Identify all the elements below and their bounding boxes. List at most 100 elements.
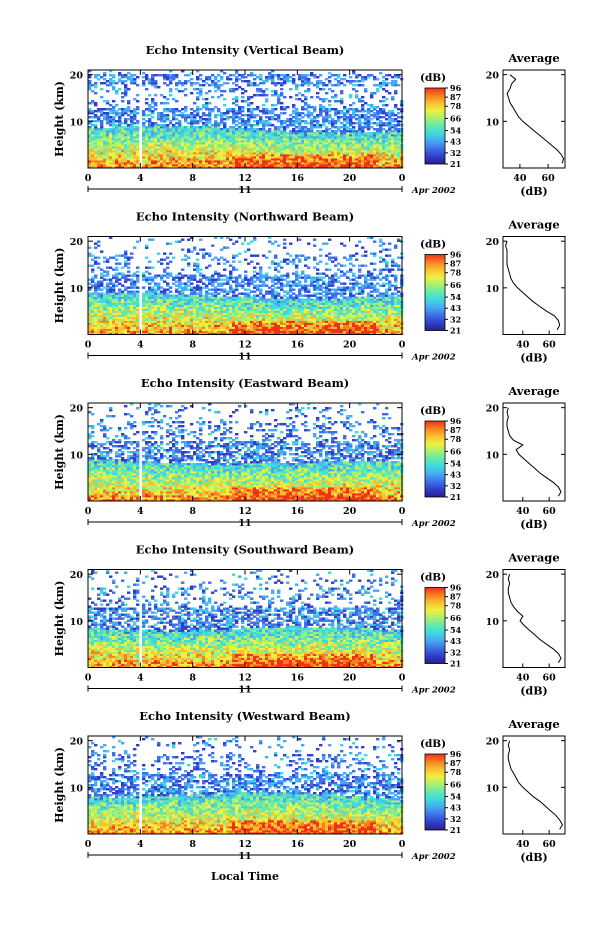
day-label: 11 [238,185,251,196]
colorbar-tick-label: 78 [450,101,462,111]
beam-panel: Echo Intensity (Northward Beam) 0 4 8 12 16 20… [53,210,566,365]
heatmap-field [88,736,404,835]
y-tick-label: 20 [70,237,84,248]
avg-profile-line [505,241,561,331]
panel-title: Echo Intensity (Vertical Beam) [146,43,345,57]
colorbar-tick-label: 43 [450,303,462,313]
avg-x-tick-label: 60 [543,340,557,351]
panel-title: Echo Intensity (Northward Beam) [136,210,354,224]
avg-frame [502,735,566,835]
beam-panel: Echo Intensity (Eastward Beam) 0 4 8 12 16 20 0… [53,376,566,531]
colorbar-tick-label: 87 [450,592,461,602]
day-label: 11 [238,518,251,529]
y-axis-label: Height (km) [53,747,66,823]
x-tick-label: 16 [291,839,305,850]
colorbar-unit: (dB) [420,72,446,84]
colorbar-tick-label: 66 [450,779,462,789]
colorbar-tick-label: 43 [450,636,462,646]
x-tick-label: 12 [238,506,251,517]
avg-frame [502,236,566,335]
x-tick-label: 8 [189,673,196,684]
colorbar-tick-label: 54 [450,292,462,302]
colorbar-tick-label: 21 [450,825,461,835]
avg-y-tick-label: 20 [486,404,500,415]
colorbar-unit: (dB) [420,572,446,584]
x-tick-label: 0 [399,673,406,684]
avg-y-tick-label: 20 [486,237,500,248]
colorbar-unit: (dB) [420,738,446,750]
day-label: 11 [238,851,251,862]
colorbar [424,87,446,165]
panel-title: Echo Intensity (Eastward Beam) [141,376,349,390]
x-tick-label: 4 [137,673,144,684]
x-tick-label: 16 [291,506,305,517]
colorbar-tick-label: 43 [450,470,462,480]
colorbar-tick-label: 54 [450,792,462,802]
avg-x-tick-label: 60 [543,673,557,684]
avg-x-tick-label: 40 [513,173,527,184]
colorbar-tick-label: 43 [450,803,462,813]
colorbar-tick-label: 66 [450,613,462,623]
avg-x-tick-label: 40 [516,839,530,850]
avg-y-tick-label: 10 [486,783,500,794]
heatmap-field [88,569,404,668]
x-tick-label: 0 [399,839,406,850]
avg-x-label: (dB) [520,685,547,698]
y-tick-label: 10 [70,284,84,295]
avg-x-tick-label: 40 [516,340,530,351]
x-axis-label: Local Time [211,870,279,883]
y-axis-label: Height (km) [53,414,66,490]
date-label: Apr 2002 [411,852,456,862]
heatmap-field [88,236,404,335]
avg-profile-line [506,407,562,497]
x-tick-label: 8 [189,340,196,351]
colorbar-tick-label: 78 [450,268,462,278]
avg-profile-line [506,74,565,164]
avg-x-tick-label: 40 [516,673,530,684]
colorbar-tick-label: 87 [450,758,461,768]
date-label: Apr 2002 [411,686,456,696]
y-tick-label: 10 [70,617,84,628]
avg-y-tick-label: 20 [486,71,500,82]
colorbar [424,420,446,498]
avg-x-tick-label: 60 [543,506,557,517]
x-tick-label: 0 [399,506,406,517]
y-tick-label: 10 [70,117,84,128]
avg-profile-line [507,740,563,830]
x-tick-label: 16 [291,173,305,184]
avg-x-label: (dB) [520,185,547,198]
colorbar-unit: (dB) [420,405,446,417]
colorbar-tick-label: 96 [450,749,462,759]
colorbar-tick-label: 32 [450,481,461,491]
colorbar-tick-label: 21 [450,159,461,169]
y-axis-label: Height (km) [53,581,66,657]
day-label: 11 [238,352,251,363]
colorbar-tick-label: 87 [450,259,461,269]
avg-x-tick-label: 40 [516,506,530,517]
x-tick-label: 20 [343,673,357,684]
date-label: Apr 2002 [411,519,456,529]
colorbar [424,587,446,664]
x-tick-label: 12 [238,673,251,684]
avg-frame [502,402,566,502]
avg-title: Average [507,51,559,65]
x-tick-label: 4 [137,340,144,351]
y-axis-label: Height (km) [53,81,66,157]
avg-frame [502,69,566,169]
y-tick-label: 20 [70,737,84,748]
x-tick-label: 20 [343,839,357,850]
x-tick-label: 12 [238,173,251,184]
panel-title: Echo Intensity (Westward Beam) [139,709,350,723]
avg-y-tick-label: 20 [486,570,500,581]
day-label: 11 [238,685,251,696]
colorbar-tick-label: 78 [450,767,462,777]
x-tick-label: 0 [85,173,92,184]
x-tick-label: 20 [343,173,357,184]
y-axis-label: Height (km) [53,248,66,324]
colorbar-tick-label: 78 [450,434,462,444]
avg-y-tick-label: 10 [486,617,500,628]
y-tick-label: 20 [70,404,84,415]
colorbar-tick-label: 96 [450,83,462,93]
x-tick-label: 8 [189,506,196,517]
